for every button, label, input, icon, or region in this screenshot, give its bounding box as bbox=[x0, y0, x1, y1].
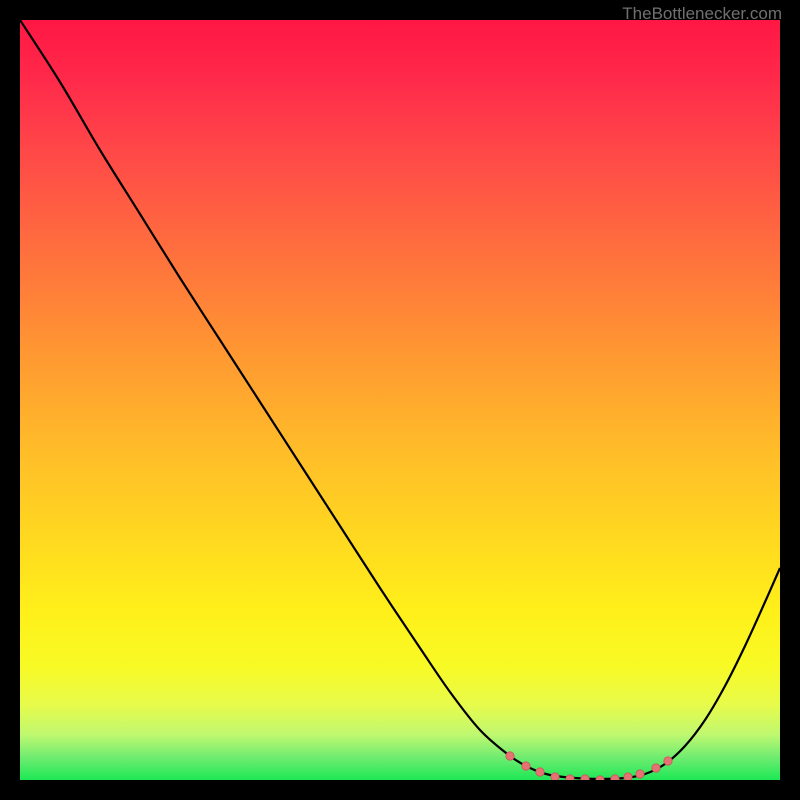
marker-dot bbox=[636, 770, 644, 778]
marker-dot bbox=[581, 775, 589, 780]
marker-dot bbox=[652, 764, 660, 772]
watermark-text: TheBottlenecker.com bbox=[622, 4, 782, 24]
marker-dot bbox=[522, 762, 530, 770]
curve-markers bbox=[506, 752, 672, 780]
marker-dot bbox=[624, 773, 632, 780]
plot-area bbox=[20, 20, 780, 780]
marker-dot bbox=[536, 768, 544, 776]
curve-layer bbox=[20, 20, 780, 780]
marker-dot bbox=[551, 773, 559, 780]
marker-dot bbox=[596, 776, 604, 780]
marker-dot bbox=[566, 775, 574, 780]
bottleneck-curve bbox=[20, 20, 780, 779]
marker-dot bbox=[664, 757, 672, 765]
marker-dot bbox=[506, 752, 514, 760]
marker-dot bbox=[611, 775, 619, 780]
